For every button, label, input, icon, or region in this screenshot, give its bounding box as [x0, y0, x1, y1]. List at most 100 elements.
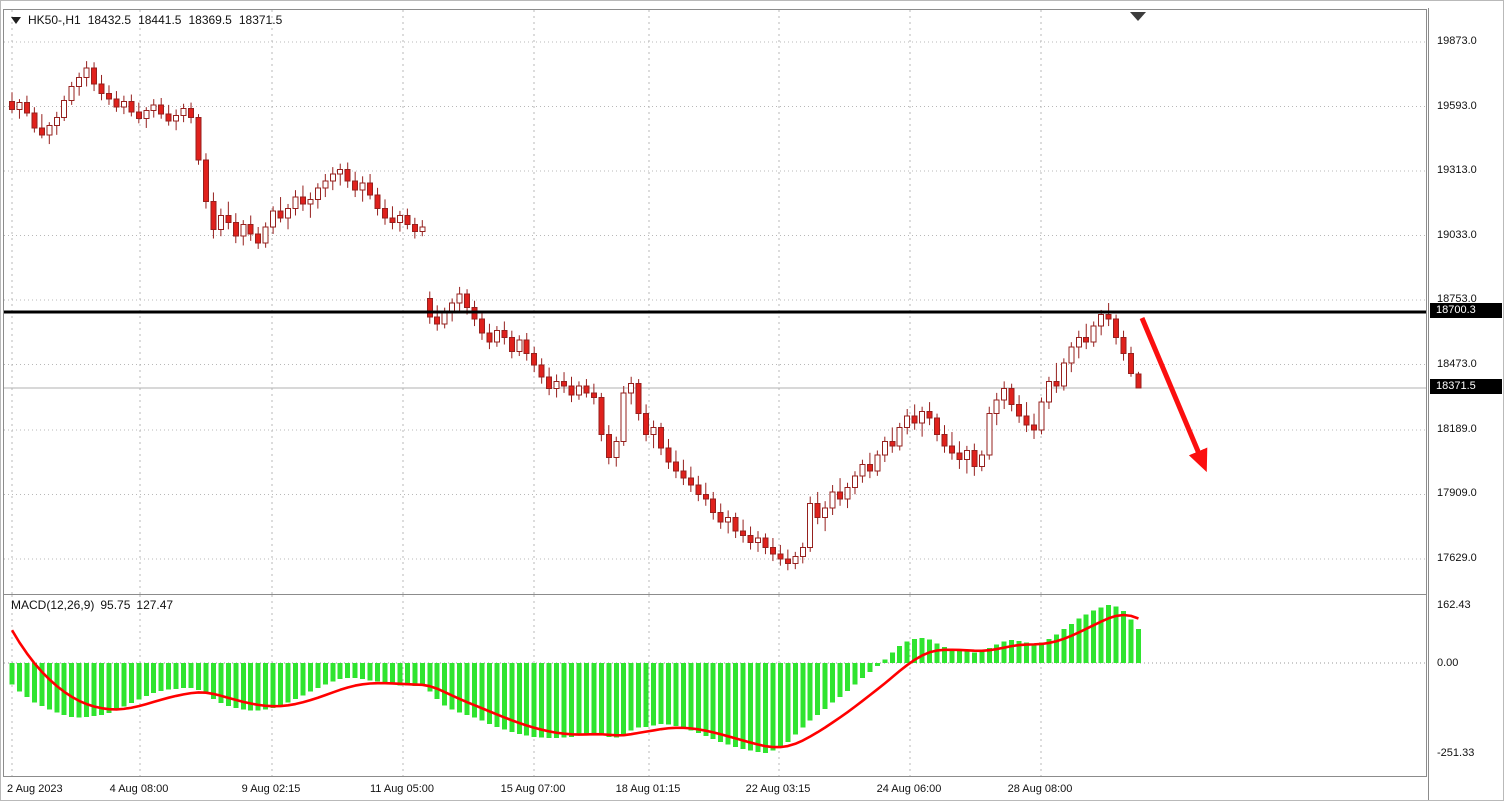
candle-body — [710, 498, 717, 514]
macd-bar — [412, 663, 418, 686]
macd-bar — [762, 663, 768, 753]
macd-bar — [1098, 607, 1104, 664]
candle-body — [523, 339, 530, 355]
candle-body — [173, 114, 180, 122]
price-tick-label: 17909.0 — [1437, 487, 1477, 500]
macd-bar — [345, 663, 351, 679]
macd-bar — [539, 663, 545, 738]
macd-bar — [777, 663, 783, 748]
candle-body — [553, 380, 560, 389]
candle-body — [277, 210, 284, 219]
macd-panel[interactable]: MACD(12,26,9) 95.75 127.47 — [3, 594, 1427, 777]
candle-body — [1060, 362, 1067, 387]
price-tick-label: 18189.0 — [1437, 422, 1477, 435]
macd-bar — [1106, 605, 1112, 664]
macd-bar — [524, 663, 530, 736]
macd-bar — [986, 648, 992, 664]
ohlc-open: 18432.5 — [87, 13, 132, 27]
candle-body — [486, 332, 493, 343]
candle-body — [188, 107, 195, 119]
candle-body — [38, 127, 45, 136]
candle-body — [1083, 337, 1090, 343]
candle-body — [747, 535, 754, 544]
macd-bar — [1053, 634, 1059, 664]
candle-body — [299, 196, 306, 205]
macd-bar — [748, 663, 754, 751]
candle-body — [225, 214, 232, 223]
candle-body — [180, 107, 187, 116]
macd-bar — [427, 663, 433, 692]
candle-body — [717, 512, 724, 523]
price-chart-canvas[interactable] — [4, 10, 1426, 594]
macd-bar — [375, 663, 381, 682]
candle-body — [255, 233, 262, 244]
candle-body — [978, 454, 985, 468]
macd-bar — [330, 663, 336, 682]
time-tick-label: 15 Aug 07:00 — [500, 783, 566, 795]
down-arrow-annotation[interactable] — [1139, 317, 1208, 473]
candle-body — [643, 413, 650, 435]
price-chart-panel[interactable]: HK50-,H1 18432.5 18441.5 18369.5 18371.5 — [3, 9, 1427, 595]
macd-bar — [494, 663, 500, 727]
macd-bar — [225, 663, 231, 707]
macd-canvas[interactable] — [4, 595, 1426, 776]
candle-body — [150, 104, 157, 112]
macd-bar — [240, 663, 246, 710]
candle-body — [1023, 415, 1030, 426]
macd-bar — [1024, 642, 1030, 664]
macd-bar — [680, 663, 686, 729]
candle-body — [396, 214, 403, 223]
macd-bar — [509, 663, 515, 732]
candle-body — [352, 180, 359, 191]
macd-tick-label: -251.33 — [1437, 747, 1475, 759]
macd-bar — [158, 663, 164, 692]
macd-bar — [1083, 614, 1089, 664]
macd-bar — [136, 663, 142, 700]
macd-bar — [143, 663, 149, 697]
macd-bar — [84, 663, 90, 717]
macd-bar — [322, 663, 328, 685]
candle-body — [31, 112, 38, 129]
macd-bar — [442, 663, 448, 706]
candle-body — [434, 316, 441, 325]
price-axis[interactable]: 18700.3 18371.5 19873.0 19593.0 19313.0 190… — [1429, 1, 1503, 595]
candle-body — [113, 98, 120, 108]
price-tick-label: 19593.0 — [1437, 99, 1477, 112]
macd-axis[interactable]: 162.43 0.00 -251.33 — [1429, 594, 1503, 777]
candle-body — [76, 76, 83, 87]
candle-body — [464, 293, 471, 309]
macd-bar — [479, 663, 485, 721]
chart-shift-marker-icon[interactable] — [1130, 12, 1146, 21]
macd-bar — [218, 663, 224, 704]
macd-bar — [665, 663, 671, 725]
macd-bar — [949, 649, 955, 664]
macd-bar — [54, 663, 60, 713]
time-axis[interactable]: 2 Aug 2023 4 Aug 08:00 9 Aug 02:15 11 Aug 0… — [3, 777, 1427, 800]
macd-bar — [113, 663, 119, 711]
macd-bar — [181, 663, 187, 689]
macd-bar — [569, 663, 574, 737]
macd-bar — [837, 663, 843, 698]
candlesticks — [9, 61, 1142, 571]
macd-bar — [606, 663, 612, 737]
macd-bar — [531, 663, 537, 737]
macd-bar — [31, 663, 37, 703]
macd-bar — [263, 663, 269, 710]
candle-body — [829, 491, 836, 509]
candle-body — [859, 463, 866, 477]
macd-histogram — [9, 605, 1141, 753]
candle-body — [941, 433, 948, 447]
macd-bar — [792, 663, 798, 735]
macd-value-main: 95.75 — [100, 598, 131, 612]
candle-body — [456, 293, 463, 304]
candle-body — [1113, 318, 1120, 339]
candle-body — [538, 364, 545, 378]
candle-body — [956, 452, 963, 461]
macd-bar — [703, 663, 709, 737]
symbol-marker-icon — [11, 16, 21, 24]
macd-bar — [971, 652, 977, 664]
macd-bar — [360, 663, 366, 680]
candle-body — [478, 318, 485, 334]
time-tick-label: 28 Aug 08:00 — [1007, 783, 1073, 795]
